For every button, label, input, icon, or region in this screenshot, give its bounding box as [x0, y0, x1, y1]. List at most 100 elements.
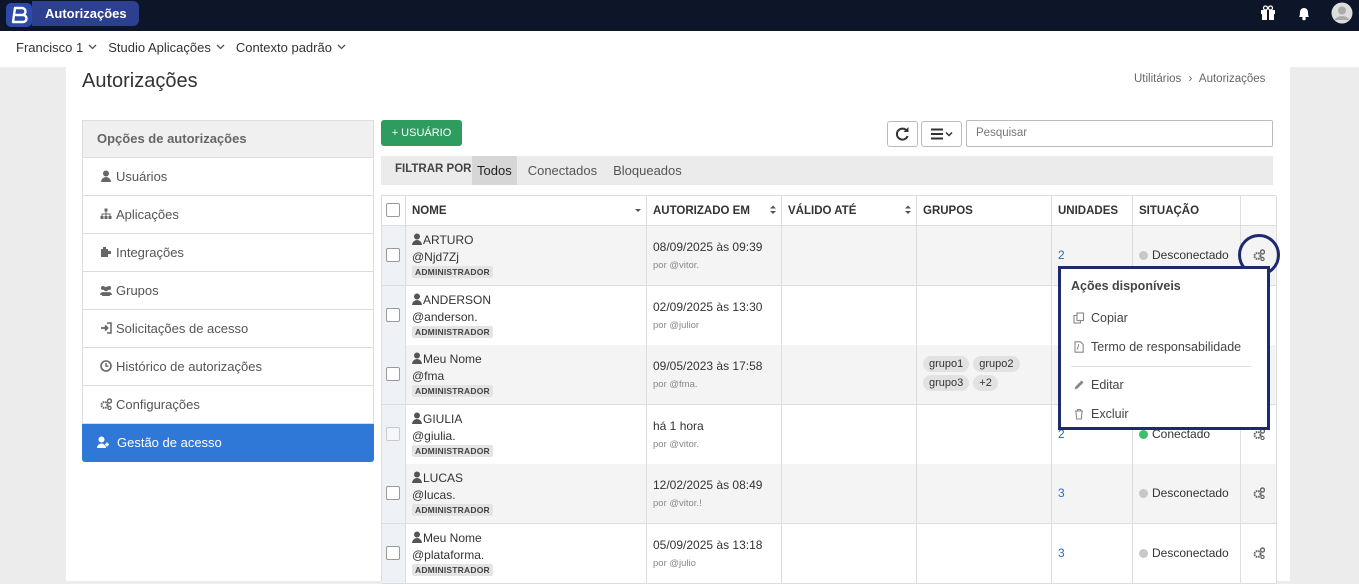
select-all-checkbox[interactable]	[386, 203, 400, 217]
group-chip[interactable]: grupo1	[923, 356, 970, 373]
columns-button[interactable]	[921, 121, 962, 147]
sidebar-label: Usuários	[116, 169, 168, 184]
column-header[interactable]: AUTORIZADO EM	[653, 205, 750, 217]
actions-gear-glyph	[1253, 249, 1265, 261]
sidebar-label: Configurações	[116, 397, 200, 412]
table-cell: 05/09/2025 às 13:18 por @julio	[647, 524, 782, 584]
column-header[interactable]: GRUPOS	[923, 205, 973, 217]
sidebar-item[interactable]: Usuários	[82, 158, 374, 196]
actions-gear-glyph	[1253, 487, 1265, 500]
sidebar-item[interactable]: Configurações	[82, 386, 374, 424]
actions-gear[interactable]	[1253, 249, 1265, 261]
table-cell: LUCAS @lucas. ADMINISTRADOR	[406, 464, 647, 525]
context-selector[interactable]: Studio Aplicações	[108, 40, 226, 55]
avatar[interactable]	[1331, 2, 1353, 24]
user-name: Meu Nome	[423, 531, 482, 545]
dropdown-item[interactable]: Termo de responsabilidade	[1071, 339, 1257, 357]
actions-dropdown: Ações disponíveis Copiar Termo de respons…	[1058, 266, 1270, 430]
filter-option[interactable]: Todos	[472, 156, 517, 185]
sidebar-icon-glyph	[100, 398, 112, 410]
group-chip[interactable]: grupo3	[923, 375, 970, 392]
user-name: ARTURO	[423, 233, 474, 247]
dropdown-item[interactable]: Excluir	[1071, 406, 1257, 424]
column-header[interactable]: NOME	[412, 205, 447, 217]
sidebar-item-active[interactable]: Gestão de acesso	[82, 424, 374, 462]
app-title[interactable]: Autorizações	[32, 1, 139, 26]
dropdown-icon-glyph	[1074, 341, 1084, 353]
logo[interactable]	[6, 3, 32, 27]
sort-icon[interactable]	[904, 204, 912, 216]
row-checkbox[interactable]	[386, 367, 400, 382]
sidebar-item[interactable]: Grupos	[82, 272, 374, 310]
table-cell	[1241, 464, 1277, 525]
group-list: grupo1 grupo2grupo3 +2	[923, 356, 1033, 394]
row-checkbox[interactable]	[386, 546, 400, 560]
sidebar-item[interactable]: Histórico de autorizações	[82, 348, 374, 386]
sidebar-item[interactable]: Integrações	[82, 234, 374, 272]
sort-icon[interactable]	[769, 204, 777, 216]
row-checkbox[interactable]	[386, 307, 400, 322]
dropdown-title: Ações disponíveis	[1071, 279, 1181, 293]
context-selector[interactable]: Contexto padrão	[236, 40, 347, 55]
caret	[337, 44, 347, 52]
sort-icon[interactable]	[634, 204, 642, 216]
status-dot	[1139, 549, 1148, 558]
authorized-at: 12/02/2025 às 08:49	[653, 478, 763, 493]
group-chip[interactable]: +2	[973, 375, 998, 392]
actions-gear[interactable]	[1253, 487, 1265, 500]
column-header[interactable]: VÁLIDO ATÉ	[788, 205, 857, 217]
units-link[interactable]: 2	[1058, 248, 1065, 262]
sidebar-label: Aplicações	[116, 207, 179, 222]
header-cell: SITUAÇÃO	[1133, 196, 1241, 226]
actions-gear-glyph	[1253, 547, 1265, 559]
table-cell	[917, 404, 1052, 465]
filter-bar: FILTRAR POR Todos Conectados Bloqueados	[381, 156, 1273, 185]
filter-option[interactable]: Bloqueados	[613, 163, 682, 178]
status-text: Conectado	[1152, 426, 1211, 441]
search-input[interactable]: Pesquisar	[966, 120, 1273, 147]
user-handle: @lucas.	[412, 488, 456, 503]
filter-option[interactable]: Conectados	[527, 163, 598, 178]
table-cell	[382, 285, 406, 346]
header-cell: AUTORIZADO EM	[647, 196, 782, 226]
add-user-button[interactable]: + USUÁRIO	[381, 120, 462, 146]
authorized-by: por @vitor.	[653, 438, 700, 450]
header-cell: NOME	[406, 196, 647, 226]
refresh-button[interactable]	[887, 121, 918, 147]
dropdown-item[interactable]: Editar	[1071, 377, 1257, 395]
breadcrumb-link[interactable]: Utilitários	[1134, 73, 1182, 85]
sidebar-label: Gestão de acesso	[117, 435, 222, 450]
role-badge: ADMINISTRADOR	[412, 325, 493, 338]
sidebar-icon-glyph	[100, 208, 112, 219]
table-cell	[917, 285, 1052, 346]
context-bar: Francisco 1 Studio Aplicações Contexto pad…	[0, 31, 1359, 67]
row-checkbox[interactable]	[386, 426, 400, 441]
dropdown-icon-glyph	[1075, 408, 1083, 420]
breadcrumb-current: Autorizações	[1198, 73, 1266, 85]
sidebar-item[interactable]: Solicitações de acesso	[82, 310, 374, 348]
sidebar-item[interactable]: Aplicações	[82, 196, 374, 234]
column-header[interactable]: SITUAÇÃO	[1139, 205, 1200, 217]
context-label: Studio Aplicações	[108, 40, 211, 55]
column-header[interactable]: UNIDADES	[1058, 205, 1119, 217]
actions-gear[interactable]	[1253, 547, 1265, 559]
bell-icon[interactable]	[1296, 5, 1312, 21]
units-link[interactable]: 2	[1058, 426, 1065, 441]
sidebar-icon	[100, 170, 112, 182]
group-chip[interactable]: grupo2	[973, 356, 1020, 373]
table-cell: ANDERSON @anderson. ADMINISTRADOR	[406, 285, 647, 346]
units-link[interactable]: 3	[1058, 486, 1065, 501]
gift-icon[interactable]	[1260, 5, 1276, 21]
role-badge: ADMINISTRADOR	[412, 564, 493, 576]
row-checkbox[interactable]	[386, 248, 400, 262]
context-selector[interactable]: Francisco 1	[16, 40, 98, 55]
table-cell: GIULIA @giulia. ADMINISTRADOR	[406, 404, 647, 465]
units-link[interactable]: 3	[1058, 546, 1065, 560]
authorized-by: por @fma.	[653, 379, 698, 391]
user-handle: @anderson.	[412, 309, 478, 324]
table-cell: Meu Nome @fma ADMINISTRADOR	[406, 345, 647, 406]
status-text: Desconectado	[1152, 248, 1229, 262]
role-badge: ADMINISTRADOR	[412, 266, 493, 278]
row-checkbox[interactable]	[386, 486, 400, 501]
dropdown-item[interactable]: Copiar	[1071, 310, 1257, 328]
